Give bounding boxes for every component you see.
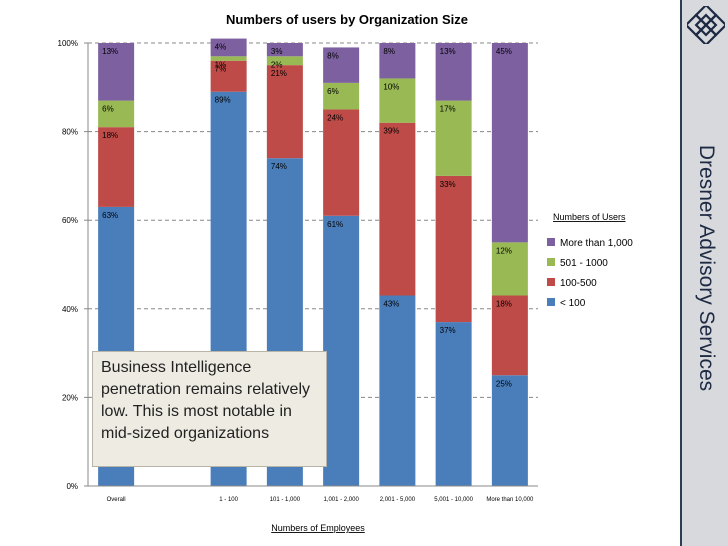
legend-swatch [547,278,555,286]
x-tick-label: 5,001 - 10,000 [434,497,473,503]
data-label: 63% [102,211,118,220]
bar-segment [323,47,360,83]
bar-segment [323,82,360,110]
bar-segment [210,56,247,61]
bar-segment [435,43,472,101]
x-tick-label: Overall [107,497,126,503]
data-label: 17% [440,105,456,114]
data-label: 1% [215,60,227,69]
legend-label: More than 1,000 [560,238,633,249]
data-label: 2% [271,60,283,69]
data-label: 12% [496,246,512,255]
bar-segment [491,375,528,486]
data-label: 13% [440,47,456,56]
x-axis-label: Numbers of Employees [271,523,365,533]
data-label: 43% [383,300,399,309]
bar-segment [323,109,360,216]
x-tick-label: 1 - 100 [219,497,238,503]
bar-segment [266,43,303,57]
bar-segment [491,242,528,296]
y-tick-label: 100% [58,39,78,48]
x-axis-ticks: Overall 1 - 100 101 - 1,000 1,001 - 2,000 2,… [107,497,534,503]
legend-swatch [547,258,555,266]
y-tick-label: 80% [62,128,78,137]
legend-label: 100-500 [560,278,597,289]
legend-swatch [547,238,555,246]
x-tick-label: 2,001 - 5,000 [380,497,416,503]
bar-segment [266,65,303,159]
data-label: 6% [327,87,339,96]
data-label: 6% [102,105,114,114]
data-label: 18% [496,300,512,309]
legend-label: 501 - 1000 [560,258,608,269]
bar-segment [379,43,416,79]
data-label: 3% [271,47,283,56]
data-label: 25% [496,379,512,388]
legend-label: < 100 [560,298,586,309]
y-tick-label: 60% [62,216,78,225]
data-label: 33% [440,180,456,189]
data-label: 39% [383,127,399,136]
data-label: 89% [215,96,231,105]
bar-segment [435,175,472,323]
bar-segment [98,127,135,207]
y-tick-label: 0% [66,482,78,491]
bar-segment [98,43,135,101]
x-tick-label: 101 - 1,000 [270,497,301,503]
chart-title: Numbers of users by Organization Size [226,12,468,27]
callout-box: Business Intelligence penetration remain… [92,351,327,467]
data-label: 45% [496,47,512,56]
y-tick-label: 40% [62,305,78,314]
data-label: 7% [215,65,227,74]
data-label: 24% [327,113,343,122]
endless-knot-icon [687,6,725,44]
data-label: 74% [271,162,287,171]
bar-segment [379,122,416,296]
bar-segment [491,295,528,376]
callout-text: Business Intelligence penetration remain… [101,359,310,442]
legend-swatch [547,298,555,306]
data-label: 18% [102,131,118,140]
bar-segment [323,215,360,486]
x-tick-label: More than 10,000 [486,497,534,503]
bar-segment [435,322,472,486]
bar-segment [435,100,472,176]
data-label: 8% [327,51,339,60]
chart: 0% 20% 40% 60% 80% 100% 63% 18% 6% 13% 89% 7%1% 4% 7… [58,12,634,533]
bars: 63% 18% 6% 13% 89% 7%1% 4% 74% 21%2% 3% 61% 24% 6% 8%… [98,38,528,486]
bar-segment [210,60,247,92]
y-tick-label: 20% [62,393,78,402]
data-label: 13% [102,47,118,56]
brand-sidebar: Dresner Advisory Services [680,0,728,546]
bar-segment [379,78,416,123]
bar-segment [210,38,247,57]
bar-segment [98,100,135,128]
data-label: 37% [440,326,456,335]
data-label: 4% [215,43,227,52]
y-axis-ticks: 0% 20% 40% 60% 80% 100% [58,39,88,491]
bar-segment [491,43,528,243]
data-label: 8% [383,47,395,56]
data-label: 21% [271,69,287,78]
legend-title: Numbers of Users [553,212,626,222]
data-label: 61% [327,220,343,229]
bar-segment [379,295,416,486]
brand-name: Dresner Advisory Services [695,144,718,392]
data-label: 10% [383,82,399,91]
legend: More than 1,000 501 - 1000 100-500 < 100 [547,238,633,309]
bar-segment [266,56,303,66]
x-tick-label: 1,001 - 2,000 [323,497,359,503]
